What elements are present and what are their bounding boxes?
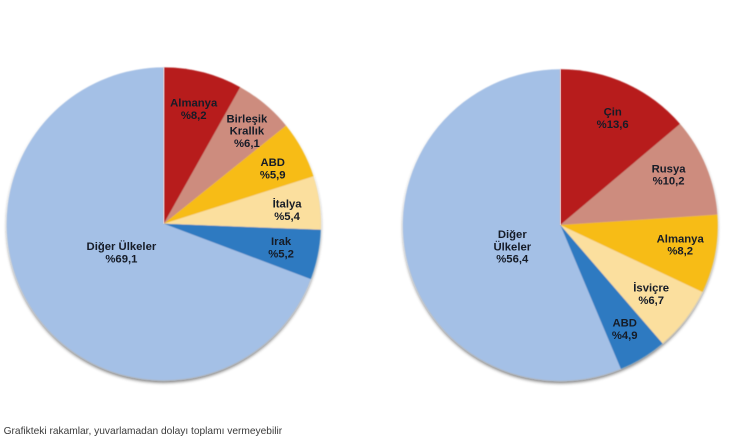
- svg-text:Irak: Irak: [271, 236, 292, 248]
- svg-text:ABD: ABD: [260, 157, 284, 169]
- svg-text:İsviçre: İsviçre: [633, 282, 669, 295]
- svg-text:%6,7: %6,7: [638, 295, 664, 307]
- svg-text:Birleşik: Birleşik: [226, 113, 268, 125]
- svg-text:%13,6: %13,6: [597, 119, 629, 131]
- svg-text:Almanya: Almanya: [170, 98, 218, 110]
- svg-text:Almanya: Almanya: [657, 233, 705, 245]
- svg-text:%56,4: %56,4: [496, 254, 529, 266]
- svg-text:Çin: Çin: [604, 106, 622, 118]
- svg-text:%5,4: %5,4: [274, 211, 300, 223]
- svg-text:%6,1: %6,1: [234, 138, 260, 150]
- svg-text:%5,2: %5,2: [268, 248, 294, 260]
- svg-text:Grafikteki rakamlar, yuvarlama: Grafikteki rakamlar, yuvarlamadan dolayı…: [4, 426, 283, 437]
- svg-text:Ülkeler: Ülkeler: [493, 240, 531, 253]
- svg-text:%8,2: %8,2: [667, 246, 693, 258]
- svg-text:%4,9: %4,9: [612, 330, 638, 342]
- svg-text:%5,9: %5,9: [260, 170, 286, 182]
- svg-text:Rusya: Rusya: [652, 163, 687, 175]
- svg-text:Diğer: Diğer: [498, 229, 527, 241]
- svg-text:İtalya: İtalya: [273, 198, 303, 211]
- svg-text:%69,1: %69,1: [105, 253, 137, 265]
- svg-text:%10,2: %10,2: [653, 175, 685, 187]
- svg-text:%8,2: %8,2: [181, 110, 207, 122]
- svg-text:Diğer Ülkeler: Diğer Ülkeler: [87, 240, 157, 253]
- svg-text:ABD: ABD: [612, 318, 636, 330]
- svg-text:Krallık: Krallık: [230, 126, 265, 138]
